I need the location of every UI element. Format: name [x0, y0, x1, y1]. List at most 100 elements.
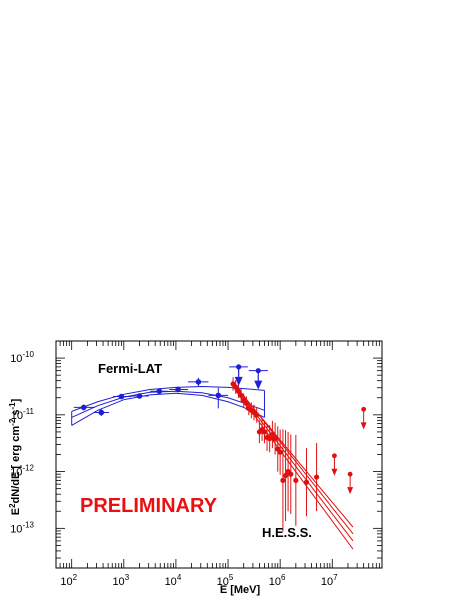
- fermi-marker: [80, 404, 87, 411]
- y-axis-label-c-sup: -1: [8, 402, 17, 410]
- x-tick-label: 106: [269, 573, 286, 588]
- x-tick-label: 105: [217, 573, 234, 588]
- fermi-data-points: [73, 364, 268, 417]
- y-tick-label: 10-13: [10, 520, 34, 535]
- hess-point: [267, 425, 273, 453]
- preliminary-label: PRELIMINARY: [80, 495, 218, 517]
- fermi-point: [208, 387, 229, 409]
- y-axis-label-a-sup: 2: [8, 503, 17, 508]
- y-tick-label-exp: -13: [22, 520, 34, 529]
- fermi-point: [94, 409, 110, 417]
- fermi-marker: [118, 393, 125, 400]
- fermi-point: [187, 377, 209, 387]
- hess-point: [277, 429, 283, 475]
- hess-label: H.E.S.S.: [262, 525, 312, 540]
- hess-upper-limit: [331, 453, 338, 476]
- hess-marker: [269, 431, 276, 438]
- y-tick-label-base: 10: [10, 523, 22, 535]
- hess-point: [280, 429, 286, 532]
- x-tick-label-base: 10: [269, 576, 281, 588]
- hess-upper-limit: [347, 471, 354, 495]
- hess-point: [293, 434, 299, 526]
- hess-point: [288, 434, 294, 514]
- fermi-point: [169, 386, 188, 393]
- hess-marker: [280, 477, 286, 483]
- hess-point: [285, 431, 291, 512]
- hess-ul-arrow: [360, 422, 367, 430]
- x-tick-label: 102: [60, 573, 77, 588]
- hess-point: [238, 388, 244, 403]
- hess-point: [233, 380, 239, 394]
- hess-point: [254, 406, 260, 423]
- hess-ul-arrow: [331, 468, 338, 476]
- x-tick-label-base: 10: [321, 576, 333, 588]
- hess-point: [275, 426, 281, 472]
- y-axis-label-d: ]: [10, 398, 22, 402]
- hess-marker: [261, 429, 268, 435]
- hess-point: [272, 422, 278, 455]
- hess-marker: [288, 471, 294, 477]
- x-tick-label-exp: 2: [73, 573, 78, 582]
- hess-ul-arrow: [347, 487, 354, 495]
- hess-data-points: [230, 377, 367, 532]
- y-axis-label: E2dN/dE [ erg cm-2 s-1]: [8, 398, 22, 515]
- x-tick-label-exp: 5: [229, 573, 234, 582]
- hess-point: [313, 443, 320, 512]
- fermi-upper-limit: [248, 368, 268, 390]
- fermi-lat-label: Fermi-LAT: [98, 361, 162, 376]
- fermi-marker: [156, 388, 163, 395]
- hess-point: [261, 420, 268, 444]
- hess-marker: [233, 384, 239, 390]
- y-axis-label-b: dN/dE [ erg cm: [10, 426, 22, 504]
- x-tick-label-exp: 4: [177, 573, 182, 582]
- hess-point: [269, 420, 276, 449]
- x-tick-label-base: 10: [165, 576, 177, 588]
- hess-point: [282, 430, 289, 521]
- fermi-point: [73, 404, 95, 411]
- fermi-point: [150, 388, 169, 395]
- fermi-marker: [136, 393, 143, 399]
- fermi-ul-arrow: [254, 380, 263, 390]
- hess-marker: [293, 477, 299, 483]
- y-tick-label-exp: -12: [22, 464, 34, 473]
- y-tick-label: 10-12: [10, 464, 34, 479]
- fermi-point: [112, 393, 132, 400]
- y-axis-label-a: E: [10, 508, 22, 515]
- fermi-point: [131, 393, 149, 399]
- hess-marker: [277, 449, 283, 455]
- hess-marker: [272, 436, 278, 442]
- fermi-marker: [98, 409, 105, 416]
- hess-marker: [254, 412, 260, 418]
- hess-upper-limit: [360, 406, 367, 430]
- fermi-marker: [215, 392, 222, 399]
- x-tick-label-base: 10: [217, 576, 229, 588]
- y-tick-label-exp: -11: [23, 407, 35, 416]
- x-tick-label: 107: [321, 573, 338, 588]
- x-tick-label-exp: 6: [281, 573, 286, 582]
- fermi-upper-limit: [229, 364, 248, 386]
- x-tick-label-exp: 7: [333, 573, 338, 582]
- x-tick-label-exp: 3: [125, 573, 130, 582]
- hess-marker: [267, 436, 273, 442]
- y-tick-label-base: 10: [10, 467, 22, 479]
- y-tick-label-base: 10: [10, 353, 22, 365]
- y-axis-label-c: s: [10, 410, 22, 419]
- x-tick-label-base: 10: [60, 576, 72, 588]
- fermi-band-lower: [71, 392, 265, 426]
- hess-marker: [235, 388, 241, 394]
- hess-marker: [303, 479, 310, 485]
- fermi-marker: [195, 379, 202, 385]
- plot-frame: [55, 340, 383, 569]
- fermi-ul-arrow: [234, 376, 243, 386]
- y-tick-label: 10-10: [10, 350, 34, 365]
- x-axis-label: E [MeV]: [220, 584, 261, 596]
- hess-marker: [243, 400, 249, 406]
- y-tick-label: 10-11: [11, 407, 35, 422]
- hess-marker: [313, 474, 320, 480]
- y-tick-label-exp: -10: [22, 350, 34, 359]
- hess-marker: [238, 392, 244, 399]
- x-tick-label: 104: [165, 573, 182, 588]
